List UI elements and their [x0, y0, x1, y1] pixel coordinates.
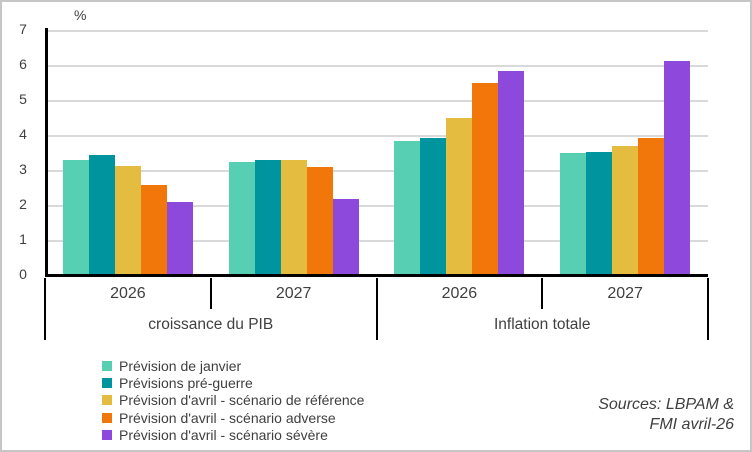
y-tick-label: 5: [19, 91, 27, 107]
gridline: [48, 170, 708, 172]
y-tick-label: 7: [19, 21, 27, 37]
legend-swatch-icon: [102, 430, 112, 441]
legend-label: Prévision d'avril - scénario adverse: [119, 409, 336, 426]
legend-label: Prévision de janvier: [119, 357, 242, 374]
bar-group: [62, 155, 193, 274]
bar: [638, 137, 665, 274]
legend-item: Prévision de janvier: [102, 357, 364, 374]
axis-separator: [375, 278, 378, 340]
x-axis-year-label: 2027: [275, 285, 312, 302]
legend-swatch-icon: [102, 395, 112, 406]
bar: [62, 160, 89, 274]
y-axis-line: [45, 28, 48, 277]
legend-label: Prévision d'avril - scénario de référenc…: [119, 392, 365, 409]
gridline: [48, 65, 708, 67]
legend-item: Prévision d'avril - scénario adverse: [102, 409, 364, 426]
bar: [420, 137, 447, 274]
gridline: [48, 100, 708, 102]
bar: [166, 202, 193, 274]
legend-label: Prévision d'avril - scénario sévère: [119, 427, 328, 444]
bar: [228, 162, 255, 274]
legend-item: Prévisions pré-guerre: [102, 374, 364, 391]
bar: [254, 160, 281, 274]
axis-separator: [541, 278, 544, 309]
bar: [280, 160, 307, 274]
x-axis-line: [45, 274, 708, 277]
source-note-line1: Sources: LBPAM &: [598, 396, 734, 413]
axis-separator: [44, 278, 46, 340]
source-note-line2: FMI avril-26: [649, 416, 734, 433]
bar: [88, 155, 115, 274]
y-tick-label: 6: [19, 56, 27, 72]
x-axis-year-label: 2026: [110, 285, 146, 302]
bar: [586, 151, 613, 274]
x-axis-year-label: 2027: [607, 285, 643, 302]
source-note: Sources: LBPAM & FMI avril-26: [598, 395, 734, 435]
plot-area: [45, 28, 708, 277]
axis-separator: [209, 278, 212, 309]
x-axis-category-label: croissance du PIB: [148, 316, 274, 333]
bar: [560, 153, 587, 274]
legend-item: Prévision d'avril - scénario sévère: [102, 427, 364, 444]
gridline: [48, 30, 708, 32]
bar: [472, 83, 499, 274]
bar: [446, 118, 473, 274]
bar: [612, 146, 639, 274]
y-axis-unit-label: %: [74, 7, 87, 23]
gridline: [48, 135, 708, 137]
bar: [498, 71, 525, 274]
gridline: [48, 205, 708, 207]
legend-swatch-icon: [102, 378, 112, 389]
gridline: [48, 240, 708, 242]
y-tick-label: 2: [19, 196, 27, 212]
bar-group: [228, 160, 359, 274]
legend-label: Prévisions pré-guerre: [119, 375, 253, 392]
x-axis-year-label: 2026: [441, 285, 478, 302]
bar: [306, 167, 333, 274]
legend-swatch-icon: [102, 360, 112, 371]
bar-group: [560, 60, 691, 274]
x-axis-category-label: Inflation totale: [493, 316, 591, 333]
y-tick-label: 4: [19, 126, 27, 142]
legend: Prévision de janvier Prévisions pré-guerr…: [102, 357, 364, 444]
bar: [140, 184, 167, 274]
bar: [394, 141, 421, 274]
bar: [114, 165, 141, 274]
bar: [332, 198, 359, 274]
axis-separator: [707, 278, 709, 340]
bar-group: [394, 71, 525, 274]
bar: [664, 60, 691, 274]
y-tick-label: 0: [19, 266, 27, 282]
y-tick-label: 1: [19, 231, 27, 247]
legend-swatch-icon: [102, 412, 112, 423]
legend-item: Prévision d'avril - scénario de référenc…: [102, 392, 364, 409]
y-tick-label: 3: [19, 161, 27, 177]
